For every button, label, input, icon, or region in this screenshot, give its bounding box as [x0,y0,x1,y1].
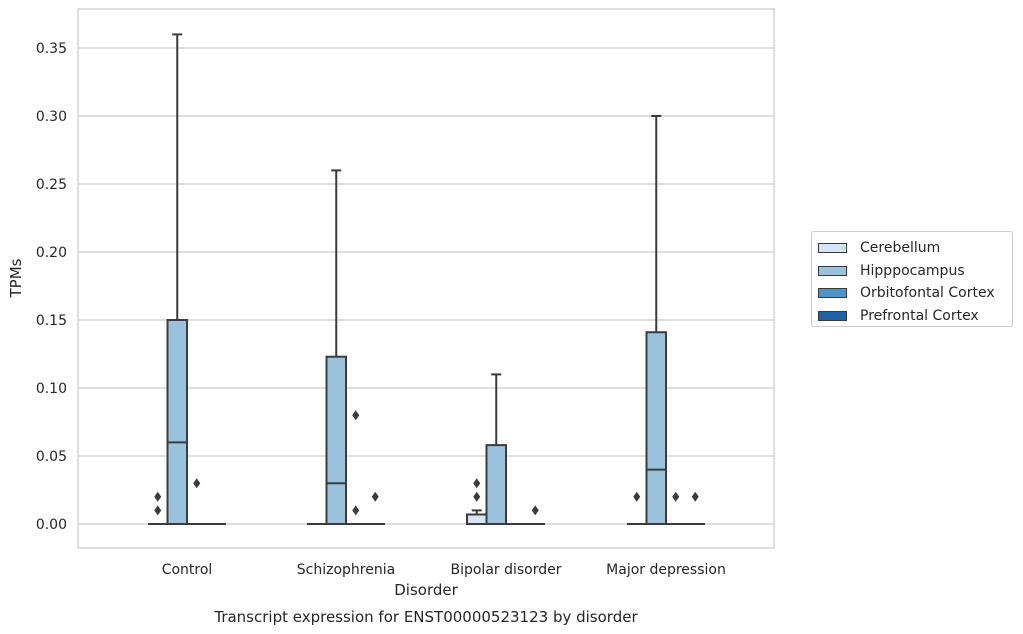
chart-caption: Transcript expression for ENST0000052312… [213,608,638,626]
outlier-point [691,491,699,502]
outlier-point [193,478,201,489]
box-hipppocampus [645,115,667,525]
plot-area-frame [77,8,775,549]
box-prefrontal-cortex [525,505,545,525]
legend-label: Cerebellum [860,240,941,257]
x-tick-labels: Control Schizophrenia Bipolar disorder Majo… [162,562,726,578]
y-tick-label: 0.05 [36,449,67,465]
legend-item: Hipppocampus [818,260,1012,283]
x-axis-label: Disorder [394,581,458,599]
y-tick-label: 0.30 [36,109,67,125]
outlier-point [473,478,481,489]
legend-swatch [818,288,847,299]
box-orbitofontal-cortex [666,491,686,525]
box-prefrontal-cortex [365,491,385,525]
legend-swatch [818,243,847,254]
y-tick-label: 0.00 [36,517,67,533]
legend-item: Prefrontal Cortex [818,305,1012,328]
outlier-point [154,491,162,502]
legend-swatch [818,265,847,276]
outlier-point [633,491,641,502]
legend-label: Orbitofontal Cortex [860,285,995,302]
box-groups [148,33,705,525]
legend: Cerebellum Hipppocampus Orbitofontal Corte… [811,231,1013,327]
box [325,355,347,525]
outlier-point [473,491,481,502]
box-orbitofontal-cortex [187,478,207,525]
y-tick-label: 0.15 [36,313,67,329]
outlier-point [154,505,162,516]
box-orbitofontal-cortex [346,410,366,525]
outlier-point [531,505,539,516]
box [485,444,507,525]
y-axis-label: TPMs [7,258,25,298]
y-tick-labels: 0.00 0.05 0.10 0.15 0.20 0.25 0.30 0.35 [36,41,67,533]
legend-item: Orbitofontal Cortex [818,282,1012,305]
y-tick-label: 0.20 [36,245,67,261]
box [645,331,667,525]
box-hipppocampus [325,169,347,525]
x-tick-label: Schizophrenia [297,562,395,578]
outlier-point [672,491,680,502]
outlier-point [352,410,360,421]
box [166,319,188,525]
legend-swatch [818,310,847,321]
box-hipppocampus [166,33,188,525]
box-hipppocampus [485,373,507,525]
legend-item: Cerebellum [818,237,1012,260]
box [466,513,488,525]
outlier-point [371,491,379,502]
box-cerebellum [627,491,647,525]
x-tick-label: Major depression [606,562,726,578]
x-tick-label: Bipolar disorder [450,562,561,578]
box-prefrontal-cortex [685,491,705,525]
y-tick-label: 0.10 [36,381,67,397]
legend-label: Hipppocampus [860,262,965,279]
x-tick-label: Control [162,562,213,578]
y-tick-label: 0.25 [36,177,67,193]
box-cerebellum [466,478,488,525]
legend-label: Prefrontal Cortex [860,307,979,324]
box-cerebellum [148,491,168,525]
y-tick-label: 0.35 [36,41,67,57]
outlier-point [352,505,360,516]
